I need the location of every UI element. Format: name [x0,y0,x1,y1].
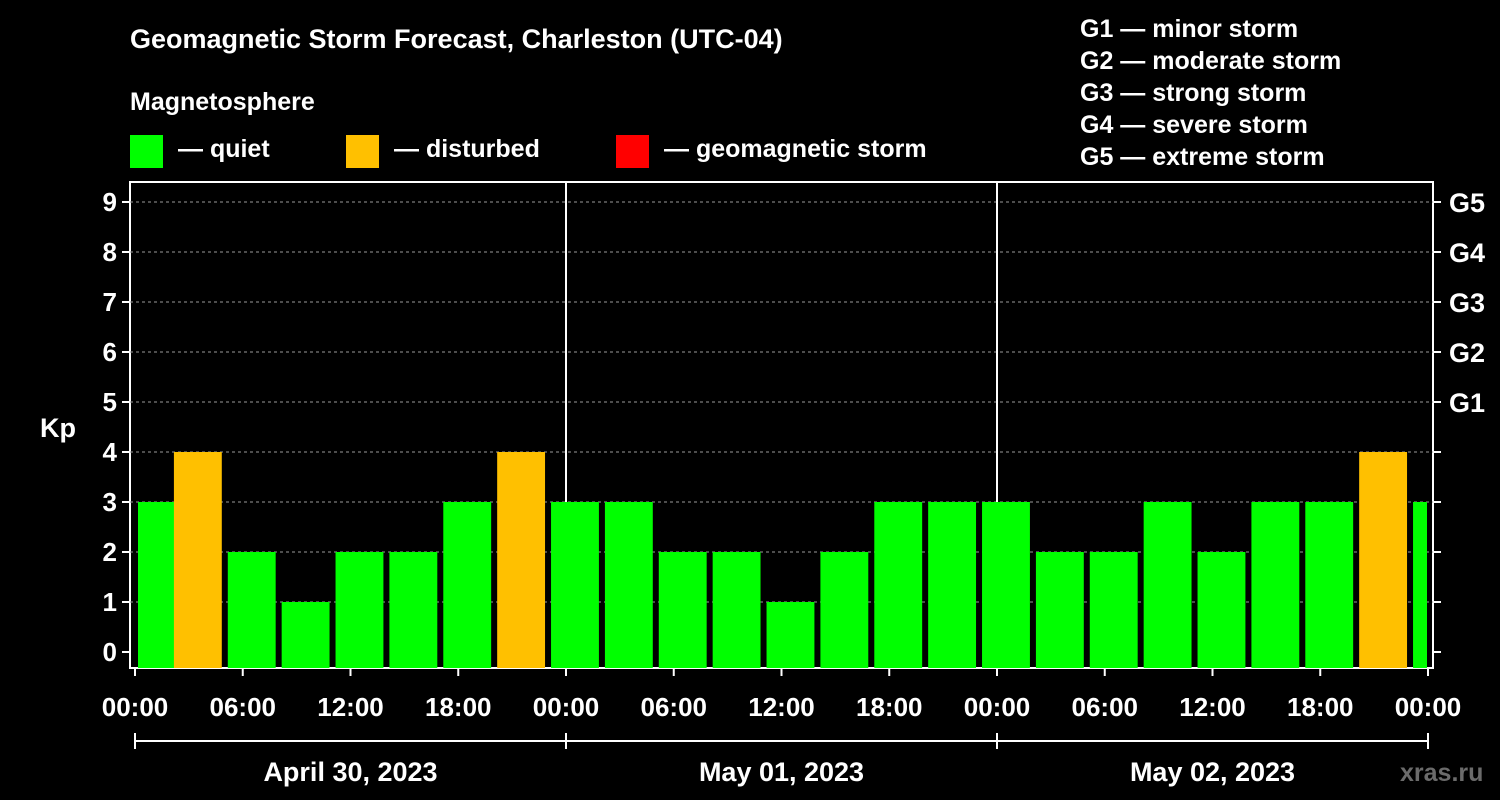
kp-bar [820,552,869,668]
y-tick-label: 1 [103,587,117,617]
status-legend: — quiet — disturbed — geomagnetic storm [130,135,927,168]
kp-bar [658,552,707,668]
kp-bar [551,502,599,668]
x-tick-label: 06:00 [210,692,277,722]
x-tick-label: 12:00 [1179,692,1246,722]
kp-bar [389,552,438,668]
kp-bar [335,552,384,668]
y-tick-label: 2 [103,537,117,567]
storm-scale-g3: G3 — strong storm [1080,79,1306,107]
y-axis-label: Kp [40,413,76,443]
kp-bar [1413,502,1427,668]
x-tick-label: 06:00 [1072,692,1139,722]
g-scale-label: G1 [1449,388,1485,418]
legend-label-storm: — geomagnetic storm [664,135,927,163]
y-tick-label: 0 [103,637,117,667]
legend-label-quiet: — quiet [178,135,270,163]
date-label: May 02, 2023 [1130,757,1295,787]
kp-bar [1089,552,1138,668]
legend-label-disturbed: — disturbed [394,135,540,163]
storm-scale-g1: G1 — minor storm [1080,15,1298,43]
kp-bar [281,602,330,668]
legend-swatch-storm [616,135,649,168]
kp-bar [874,502,923,668]
kp-bar [928,502,977,668]
kp-bar [1305,502,1354,668]
x-tick-label: 00:00 [533,692,600,722]
kp-bar [1197,552,1246,668]
x-tick-label: 12:00 [317,692,384,722]
storm-scale-g2: G2 — moderate storm [1080,47,1341,75]
y-tick-label: 4 [103,437,118,467]
kp-bar [227,552,276,668]
kp-bar [766,602,815,668]
date-label: May 01, 2023 [699,757,864,787]
watermark: xras.ru [1400,759,1483,787]
y-tick-label: 9 [103,187,117,217]
legend-swatch-quiet [130,135,163,168]
x-tick-label: 18:00 [1287,692,1354,722]
x-tick-label: 00:00 [964,692,1031,722]
magnetosphere-label: Magnetosphere [130,88,315,116]
kp-bar [173,452,222,668]
x-tick-label: 18:00 [856,692,923,722]
kp-bar [443,502,492,668]
kp-bar [497,452,546,668]
y-tick-label: 8 [103,237,117,267]
y-tick-label: 5 [103,387,117,417]
plot-area: 0 1 2 3 4 5 6 7 8 9 G1 G2 G3 G4 G5 00:00 06:00 12:00 18:00… [102,181,1485,787]
g-scale-label: G5 [1449,188,1485,218]
date-label: April 30, 2023 [263,757,437,787]
x-tick-label: 12:00 [748,692,815,722]
storm-scale-g5: G5 — extreme storm [1080,143,1325,171]
kp-bar [1359,452,1408,668]
storm-scale-legend: G1 — minor storm G2 — moderate storm G3 … [1080,15,1341,171]
kp-bar [982,502,1030,668]
g-scale-label: G4 [1449,238,1485,268]
kp-bar [1251,502,1300,668]
x-tick-label: 06:00 [641,692,708,722]
x-tick-label: 00:00 [1395,692,1462,722]
x-tick-label: 18:00 [425,692,492,722]
y-tick-label: 7 [103,287,117,317]
g-scale-label: G3 [1449,288,1485,318]
y-tick-label: 3 [103,487,117,517]
kp-bar [712,552,761,668]
y-tick-label: 6 [103,337,117,367]
legend-swatch-disturbed [346,135,379,168]
kp-bar [604,502,653,668]
kp-bar [1143,502,1192,668]
storm-scale-g4: G4 — severe storm [1080,111,1308,139]
chart-title: Geomagnetic Storm Forecast, Charleston (… [130,24,783,54]
x-tick-label: 00:00 [102,692,169,722]
kp-bar [1035,552,1084,668]
g-scale-label: G2 [1449,338,1485,368]
